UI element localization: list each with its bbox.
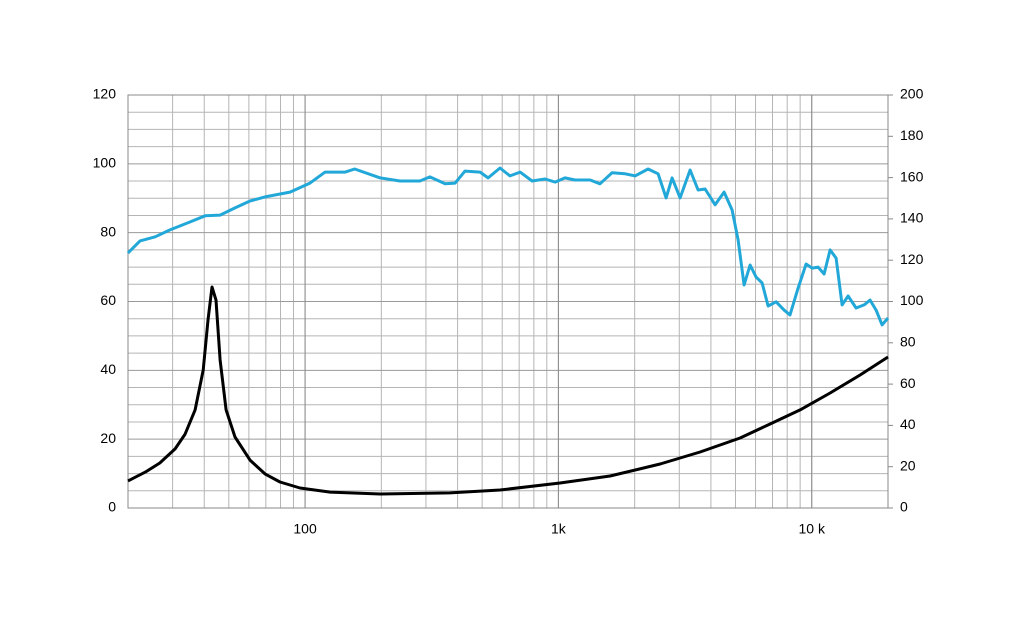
- y2-tick-label: 160: [900, 168, 924, 184]
- y2-tick-label: 120: [900, 251, 924, 267]
- x-tick-label: 1k: [551, 521, 567, 537]
- y-tick-label: 100: [93, 155, 117, 171]
- y2-tick-label: 0: [900, 499, 908, 515]
- y-tick-label: 60: [100, 292, 116, 308]
- y-tick-label: 80: [100, 223, 116, 239]
- y2-tick-label: 140: [900, 210, 924, 226]
- y-tick-label: 40: [100, 361, 116, 377]
- series-line: [127, 285, 889, 496]
- plot-frame: [127, 94, 889, 509]
- y2-tick-label: 60: [900, 375, 916, 391]
- y2-tick-label: 20: [900, 457, 916, 473]
- series-line: [126, 166, 890, 327]
- x-tick-label: 100: [293, 521, 317, 537]
- x-tick-label: 10 k: [799, 521, 826, 537]
- y-tick-label: 120: [93, 86, 117, 102]
- y2-tick-label: 80: [900, 334, 916, 350]
- y-tick-label: 20: [100, 430, 116, 446]
- y2-tick-label: 100: [900, 292, 924, 308]
- y2-tick-label: 180: [900, 127, 924, 143]
- y-tick-label: 0: [108, 499, 116, 515]
- y2-tick-label: 200: [900, 86, 924, 102]
- y2-tick-label: 40: [900, 416, 916, 432]
